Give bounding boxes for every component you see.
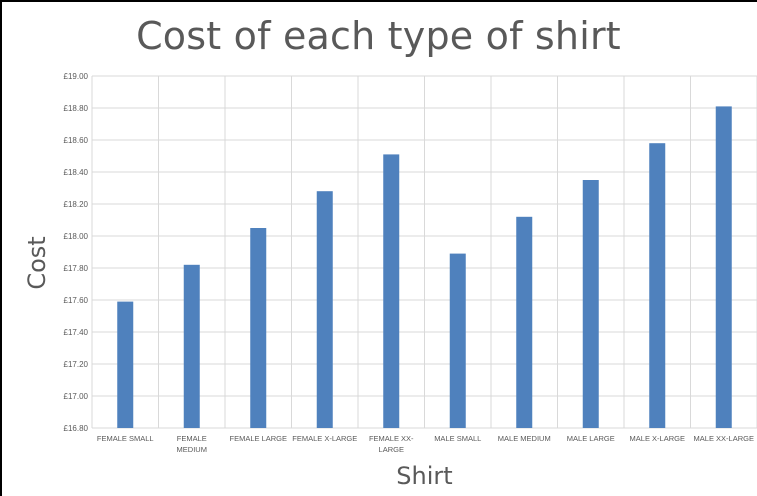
x-category-label: FEMALE <box>177 434 207 443</box>
bar <box>649 143 666 428</box>
grid-lines <box>91 75 757 429</box>
bar <box>183 264 200 428</box>
bar <box>449 253 466 428</box>
x-category-labels: FEMALE SMALL FEMALE MEDIUM FEMALE LARGE FEMA… <box>97 434 754 454</box>
bar <box>582 180 599 428</box>
y-tick-label: £17.00 <box>64 392 89 401</box>
x-category-label: FEMALE LARGE <box>229 434 287 443</box>
x-category-label: MEDIUM <box>177 445 207 454</box>
x-category-label: FEMALE SMALL <box>97 434 154 443</box>
x-category-label: MALE MEDIUM <box>498 434 551 443</box>
y-tick-label: £17.80 <box>64 264 89 273</box>
y-tick-label: £18.40 <box>64 168 89 177</box>
y-tick-label: £16.80 <box>64 424 89 433</box>
x-category-label: FEMALE X-LARGE <box>292 434 357 443</box>
y-tick-label: £17.20 <box>64 360 89 369</box>
bars <box>117 106 732 429</box>
y-tick-label: £19.00 <box>64 72 89 81</box>
x-category-label: MALE XX-LARGE <box>694 434 754 443</box>
bar <box>516 216 533 428</box>
y-tick-label: £18.00 <box>64 232 89 241</box>
bar <box>715 106 732 429</box>
x-axis-label: Shirt <box>396 462 453 490</box>
x-category-label: FEMALE XX- <box>369 434 414 443</box>
y-tick-labels: £16.80 £17.00 £17.20 £17.40 £17.60 £17.80 £18.… <box>64 72 89 433</box>
chart-title: Cost of each type of shirt <box>136 14 621 58</box>
y-tick-label: £17.60 <box>64 296 89 305</box>
y-tick-label: £18.80 <box>64 104 89 113</box>
bar <box>316 191 333 428</box>
bar <box>117 301 134 428</box>
bar <box>250 228 267 428</box>
x-category-label: MALE LARGE <box>567 434 615 443</box>
x-category-label: LARGE <box>379 445 404 454</box>
bar <box>383 154 400 428</box>
y-tick-label: £18.20 <box>64 200 89 209</box>
y-tick-label: £17.40 <box>64 328 89 337</box>
x-category-label: MALE X-LARGE <box>630 434 685 443</box>
x-category-label: MALE SMALL <box>434 434 481 443</box>
y-tick-label: £18.60 <box>64 136 89 145</box>
